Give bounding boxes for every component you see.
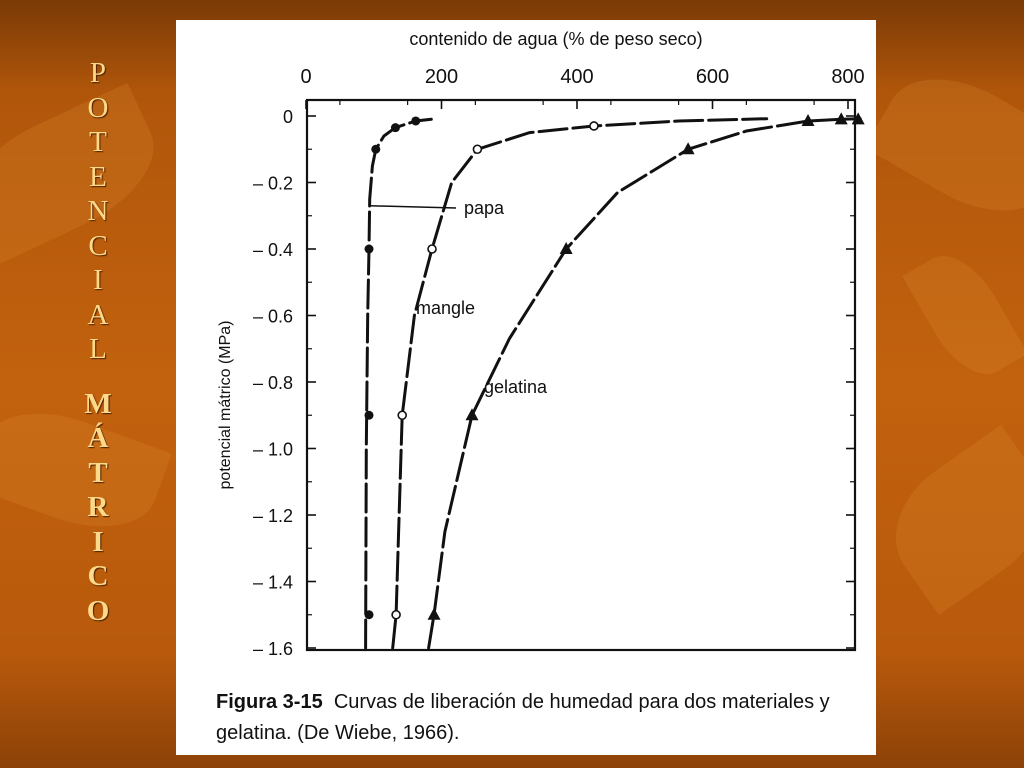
side-title-letter: A [87,298,109,331]
data-point-gelatina [801,113,815,126]
data-point-gelatina [427,607,441,620]
side-title-letter: T [88,456,108,489]
data-point-mangle [589,121,599,131]
data-point-gelatina [851,112,865,125]
data-point-gelatina [834,112,848,125]
data-point-mangle [427,244,437,254]
data-point-mangle [391,609,401,620]
data-point-papa [364,410,374,420]
series-line-papa [364,117,433,650]
background-leaf-decoration [864,52,1024,238]
side-title-letter: I [93,264,103,296]
y-tick-label: – 0.6 [253,307,293,327]
side-title-letter: P [89,57,107,89]
side-title-letter: I [92,525,104,558]
data-point-papa [371,144,381,154]
series-line-gelatina [427,117,862,650]
side-title-letter: T [89,126,107,158]
data-point-papa [364,244,374,254]
series-annotation-papa: papa [464,198,505,218]
series-line-mangle [391,117,769,650]
series-annotation-gelatina: gelatina [484,377,548,397]
data-point-gelatina [681,142,695,155]
data-point-gelatina [465,408,479,421]
side-title-letter: Á [87,422,109,454]
x-tick-label: 800 [831,66,864,88]
y-tick-label: – 0.2 [253,174,293,194]
x-tick-label: 0 [300,66,311,88]
y-tick-label: – 1.4 [253,573,293,593]
plot-frame [305,98,857,652]
y-tick-label: – 1.2 [253,506,293,526]
data-point-papa [390,123,400,133]
y-tick-label: 0 [283,107,293,127]
side-title-letter: C [87,560,109,592]
data-point-mangle [472,144,483,155]
moisture-release-chart: 0 200 400 600 800 0 – 0.2 – 0.4 – 0.6 – 0.8 – 1.0 –… [217,29,865,659]
papa-leader-line [370,205,457,209]
side-title-letter: L [89,333,107,365]
background-leaf-decoration [902,241,1024,389]
figure-panel: 0 200 400 600 800 0 – 0.2 – 0.4 – 0.6 – 0.8 – 1.0 –… [176,20,876,755]
y-tick-label: – 0.8 [253,373,293,393]
y-axis-label: potencial mátrico (MPa) [217,321,234,490]
x-axis-label: contenido de agua (% de peso seco) [409,29,702,49]
x-tick-label: 600 [696,66,729,88]
y-tick-label: – 1.0 [253,440,293,460]
background-leaf-decoration [870,424,1024,616]
side-title-letter: R [87,491,109,523]
series-annotation-mangle: mangle [416,298,475,318]
side-title-gap [80,367,116,387]
data-point-gelatina [559,242,573,254]
x-tick-label: 200 [425,66,458,88]
side-title-letter: O [86,594,110,627]
side-title-letter: O [87,91,109,124]
y-tick-label: – 0.4 [253,240,293,260]
caption-text: Curvas de liberación de humedad para dos… [216,691,830,744]
figure-caption: Figura 3-15 Curvas de liberación de hume… [216,687,866,749]
data-point-papa [411,116,421,126]
side-title-letter: N [87,195,109,227]
y-tick-label: – 1.6 [253,639,293,659]
figure-label: Figura 3-15 [216,691,323,713]
side-title-letter: M [84,387,112,420]
data-point-mangle [397,410,408,421]
data-point-papa [364,610,374,620]
side-title-letter: E [89,160,107,193]
side-title-letter: C [88,229,108,262]
x-tick-label: 400 [560,66,593,88]
